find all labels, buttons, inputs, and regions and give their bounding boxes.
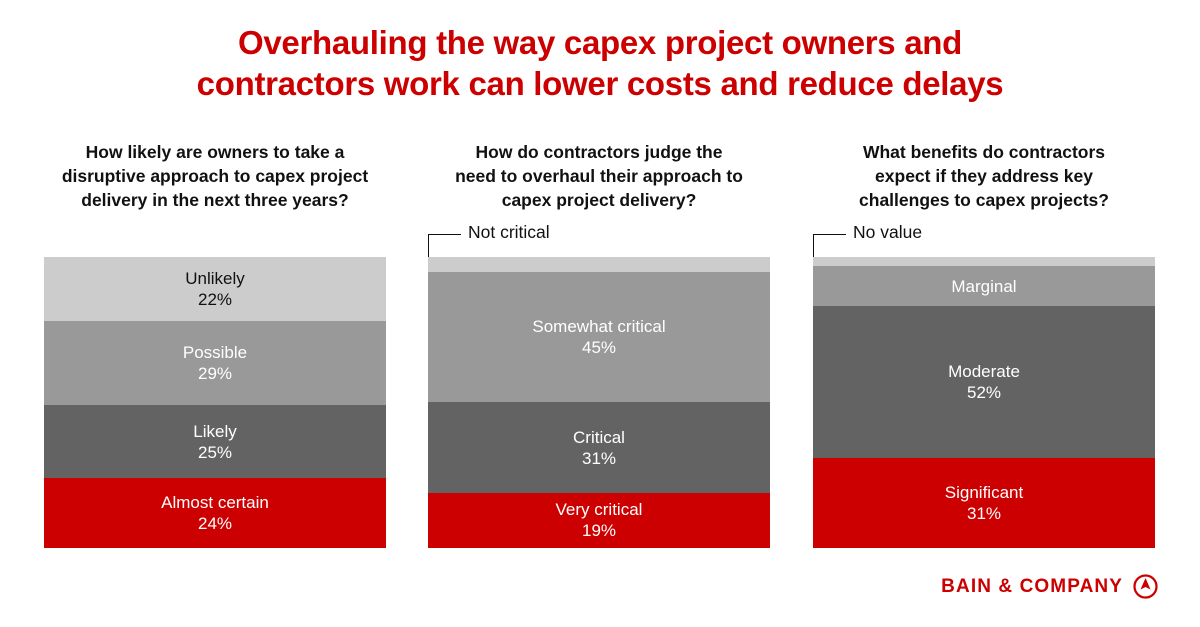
bar-segment-somewhat-critical: Somewhat critical 45%: [428, 271, 770, 403]
segment-label: Likely: [193, 421, 237, 441]
page-title-line-2: contractors work can lower costs and red…: [196, 65, 1004, 102]
charts-container: How likely are owners to take a disrupti…: [0, 140, 1200, 560]
segment-value: 29%: [197, 364, 233, 384]
segment-value: 31%: [966, 503, 1002, 523]
chart-3-callout-label: No value: [853, 222, 923, 242]
segment-label: Moderate: [948, 362, 1020, 382]
chart-3-title-line-2: expect if they address key: [875, 166, 1093, 186]
chart-3-title-line-1: What benefits do contractors: [862, 142, 1106, 162]
segment-value: 19%: [581, 521, 617, 541]
segment-value: 31%: [581, 448, 617, 468]
chart-1-title-line-3: delivery in the next three years?: [81, 190, 349, 210]
chart-2-title-line-3: capex project delivery?: [501, 190, 697, 210]
chart-1-title-line-2: disruptive approach to capex project: [61, 166, 369, 186]
bar-segment-unlikely: Unlikely 22%: [44, 257, 386, 322]
segment-label: Marginal: [951, 276, 1017, 296]
bar-segment-not-critical: Not critical: [428, 257, 770, 272]
leader-line-icon: [813, 234, 846, 257]
segment-label: Critical: [573, 427, 625, 447]
segment-value: 45%: [581, 338, 617, 358]
bar-segment-very-critical: Very critical 19%: [428, 492, 770, 548]
chart-1-title-line-1: How likely are owners to take a: [85, 142, 345, 162]
chart-2-title-line-1: How do contractors judge the: [475, 142, 723, 162]
segment-value: 22%: [197, 290, 233, 309]
bar-segment-critical: Critical 31%: [428, 402, 770, 493]
bar-segment-marginal: Marginal: [813, 265, 1155, 307]
segment-value: 25%: [197, 442, 233, 462]
segment-label: Somewhat critical: [532, 317, 666, 337]
segment-value: 52%: [966, 383, 1002, 403]
page-title-line-1: Overhauling the way capex project owners…: [237, 24, 962, 61]
chart-3-title: What benefits do contractors expect if t…: [799, 140, 1169, 212]
chart-3-title-line-3: challenges to capex projects?: [859, 190, 1109, 210]
segment-label: Unlikely: [185, 269, 245, 288]
bar-segment-likely: Likely 25%: [44, 405, 386, 479]
segment-label: Significant: [944, 482, 1024, 502]
chart-2-callout-label: Not critical: [468, 222, 550, 242]
chart-panel-2: How do contractors judge the need to ove…: [428, 140, 770, 560]
bar-segment-significant: Significant 31%: [813, 457, 1155, 548]
segment-label: Almost certain: [161, 493, 269, 513]
chart-3-stacked-bar: No valueMarginalModerate52%Significant31…: [813, 257, 1155, 548]
segment-value: 24%: [197, 514, 233, 534]
chart-panel-1: How likely are owners to take a disrupti…: [44, 140, 386, 560]
bar-segment-moderate: Moderate 52%: [813, 306, 1155, 458]
bar-segment-no-value: No value: [813, 257, 1155, 266]
bain-circle-arrow-icon: [1133, 574, 1158, 599]
segment-label: Possible: [182, 343, 248, 363]
chart-2-title: How do contractors judge the need to ove…: [414, 140, 784, 212]
bar-segment-almost-certain: Almost certain 24%: [44, 478, 386, 548]
chart-1-stacked-bar: Unlikely 22% Possible 29% Likely 25% Almost ce…: [44, 257, 386, 548]
bain-wordmark: BAIN & COMPANY: [941, 575, 1123, 597]
chart-panel-3: What benefits do contractors expect if t…: [813, 140, 1155, 560]
chart-1-title: How likely are owners to take a disrupti…: [30, 140, 400, 212]
page-title: Overhauling the way capex project owners…: [0, 22, 1200, 104]
leader-line-icon: [428, 234, 461, 257]
bain-logo: BAIN & COMPANY: [941, 574, 1158, 599]
segment-label: Very critical: [555, 500, 643, 520]
chart-2-title-line-2: need to overhaul their approach to: [455, 166, 743, 186]
bar-segment-possible: Possible 29%: [44, 321, 386, 406]
